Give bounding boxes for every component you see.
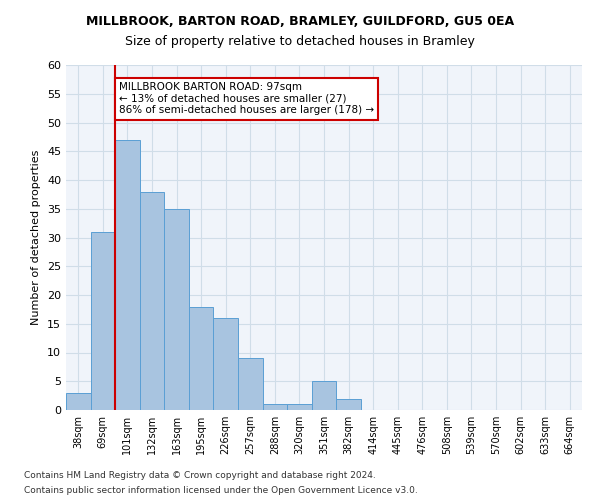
Bar — [312, 381, 336, 410]
Bar — [66, 393, 91, 410]
Bar — [189, 306, 214, 410]
Text: MILLBROOK, BARTON ROAD, BRAMLEY, GUILDFORD, GU5 0EA: MILLBROOK, BARTON ROAD, BRAMLEY, GUILDFO… — [86, 15, 514, 28]
Bar — [263, 404, 287, 410]
Bar — [336, 398, 361, 410]
Bar — [164, 209, 189, 410]
Y-axis label: Number of detached properties: Number of detached properties — [31, 150, 41, 325]
Bar — [91, 232, 115, 410]
Text: MILLBROOK BARTON ROAD: 97sqm
← 13% of detached houses are smaller (27)
86% of se: MILLBROOK BARTON ROAD: 97sqm ← 13% of de… — [119, 82, 374, 116]
Bar — [214, 318, 238, 410]
Bar — [140, 192, 164, 410]
Text: Contains public sector information licensed under the Open Government Licence v3: Contains public sector information licen… — [24, 486, 418, 495]
Bar — [115, 140, 140, 410]
Text: Contains HM Land Registry data © Crown copyright and database right 2024.: Contains HM Land Registry data © Crown c… — [24, 471, 376, 480]
Bar — [238, 358, 263, 410]
Text: Size of property relative to detached houses in Bramley: Size of property relative to detached ho… — [125, 35, 475, 48]
Bar — [287, 404, 312, 410]
